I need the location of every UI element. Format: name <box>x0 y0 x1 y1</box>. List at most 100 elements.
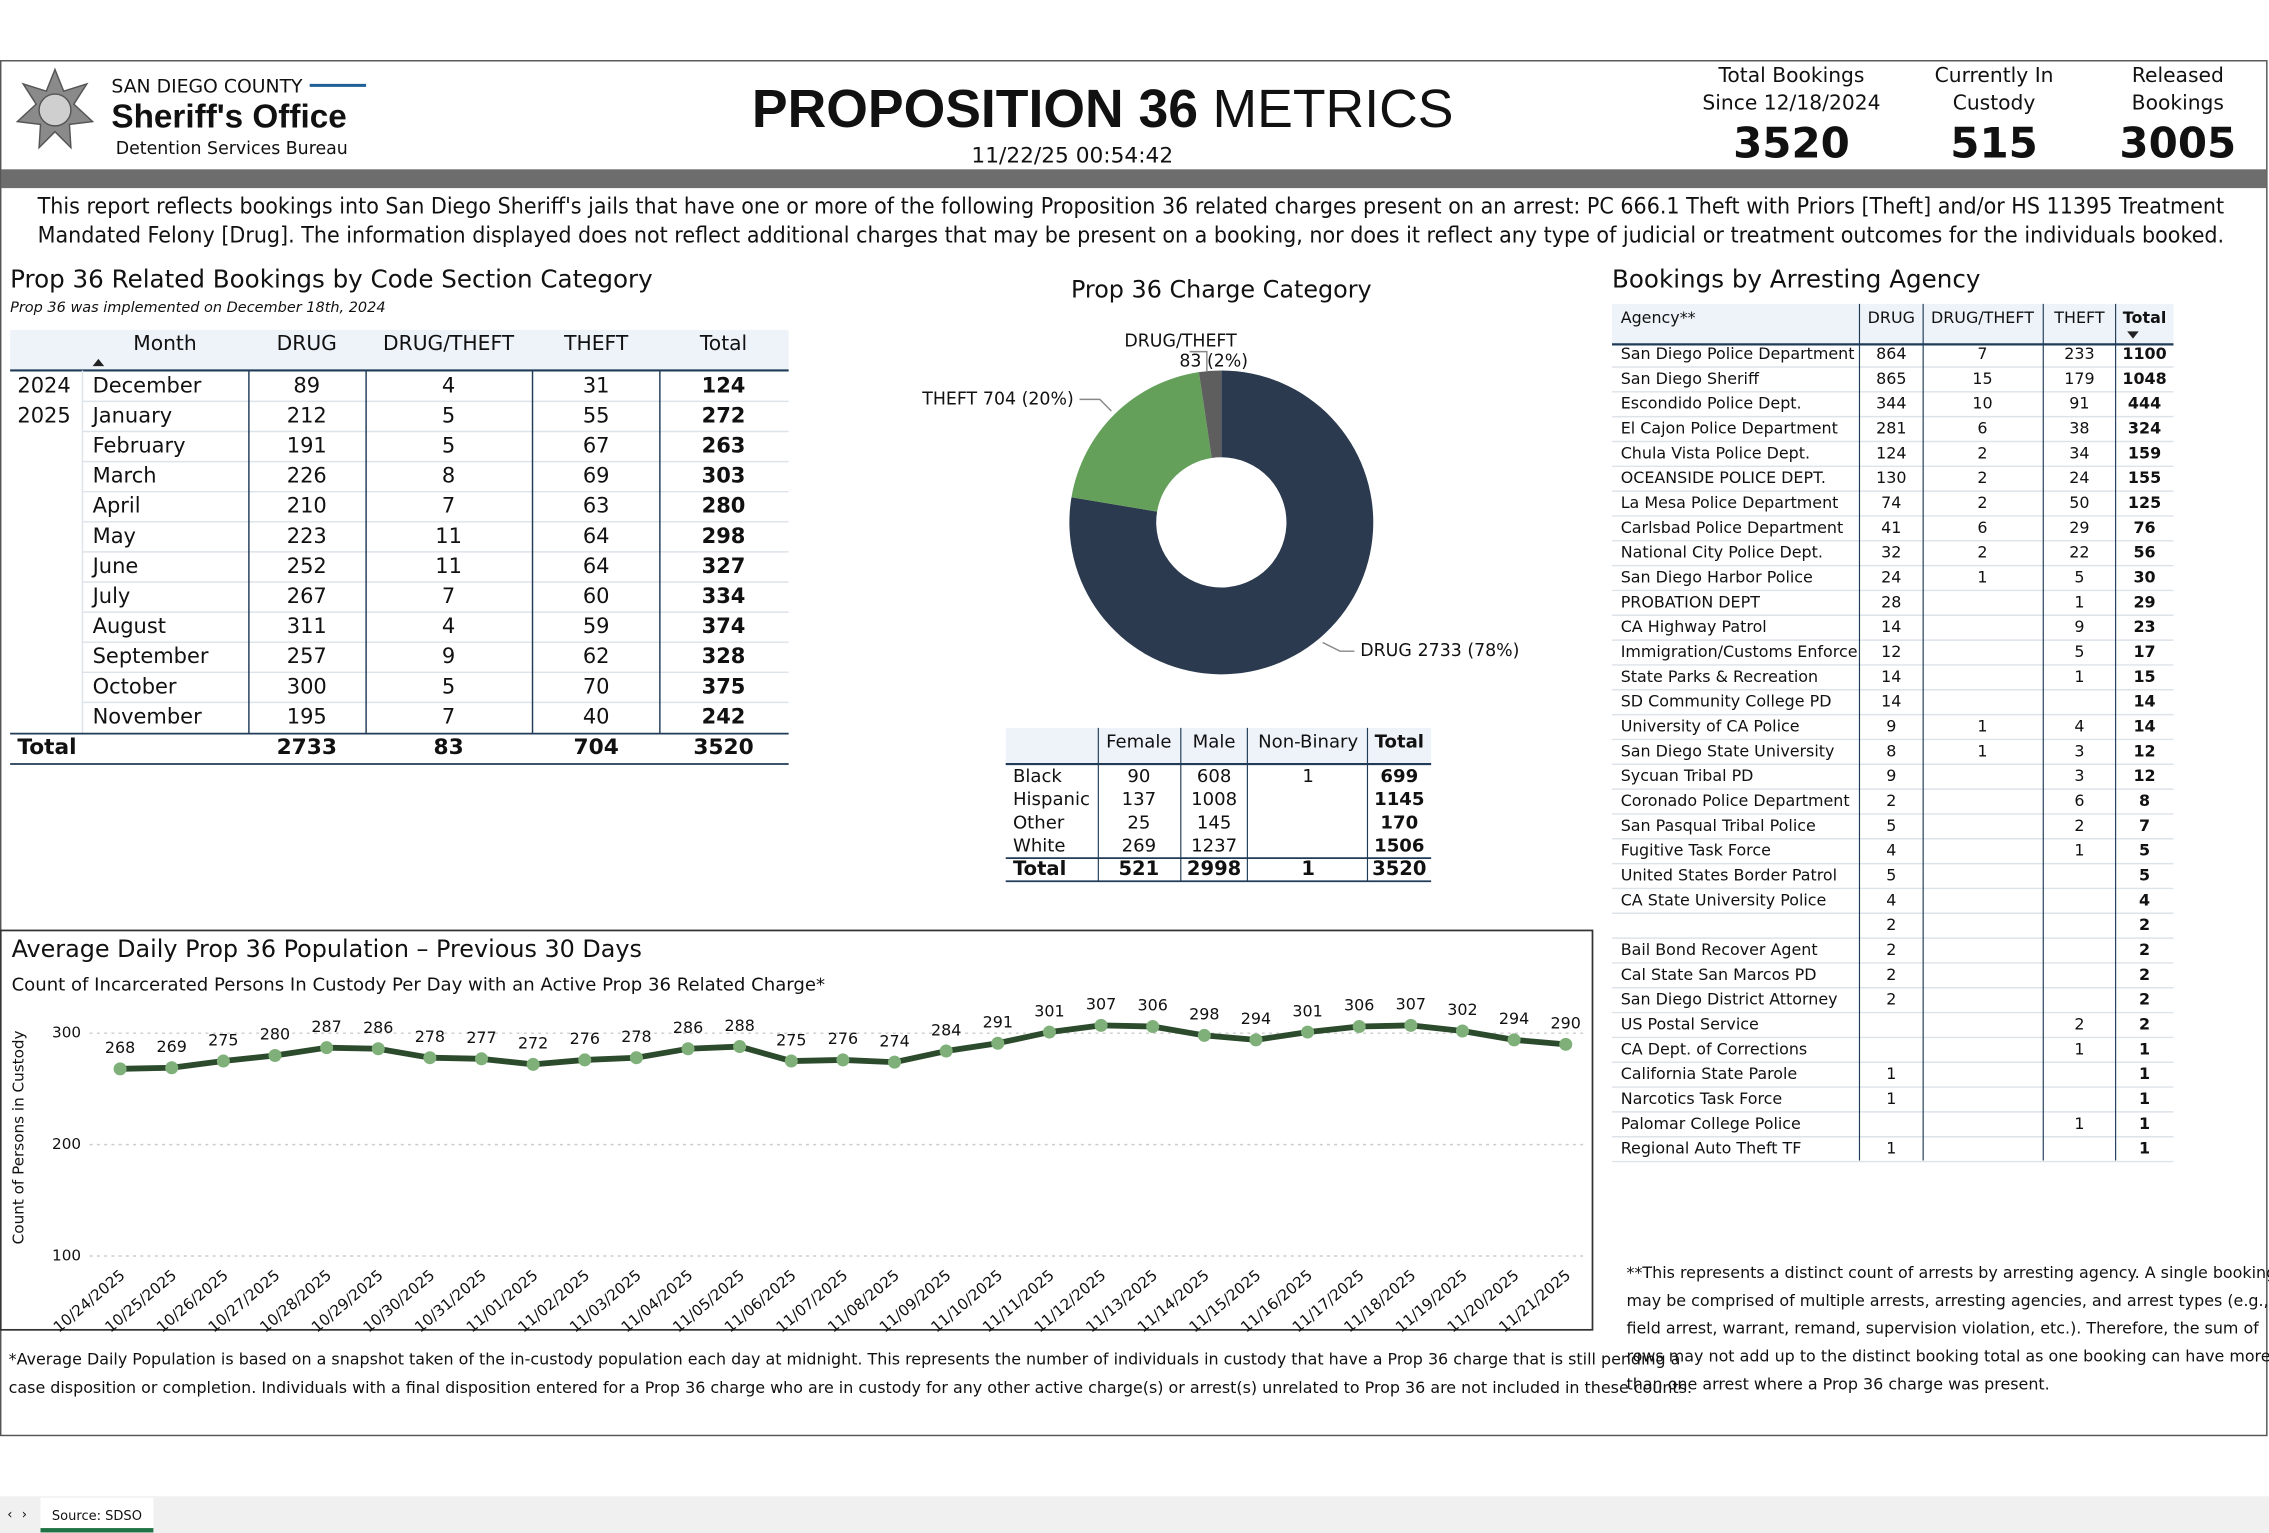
table-cell: 1 <box>2139 1114 2150 1133</box>
total-cell: Total <box>17 735 76 760</box>
kpi-value: 515 <box>1950 119 2038 168</box>
table-cell: 34 <box>2069 443 2089 462</box>
data-point <box>474 1052 489 1066</box>
table-cell: 2 <box>1886 915 1896 934</box>
data-label: 294 <box>1499 1009 1529 1028</box>
table-cell: 272 <box>702 403 746 427</box>
table-cell: 11 <box>435 554 462 578</box>
table-header-bg <box>1005 727 1432 765</box>
table-cell: 865 <box>1876 369 1906 388</box>
table-cell: Narcotics Task Force <box>1621 1089 1782 1108</box>
kpi-label: Custody <box>1953 91 2036 115</box>
table-cell: 15 <box>1972 369 1992 388</box>
office-name: Sheriff's Office <box>111 98 346 135</box>
data-point <box>1249 1033 1263 1047</box>
table-cell: 69 <box>583 464 610 488</box>
table-cell: 2 <box>2074 816 2084 835</box>
table-cell: 125 <box>2128 493 2161 512</box>
table-cell: 9 <box>2074 617 2084 636</box>
data-label: 307 <box>1396 995 1426 1014</box>
table-cell: 327 <box>702 554 746 578</box>
table-cell: 242 <box>702 704 746 728</box>
table-cell: 12 <box>2133 741 2155 760</box>
table-cell: 7 <box>442 494 455 518</box>
table-cell: CA Highway Patrol <box>1621 617 1767 636</box>
table-cell: Carlsbad Police Department <box>1621 518 1844 537</box>
data-point <box>1507 1033 1521 1047</box>
table-cell: 298 <box>702 524 746 548</box>
logo <box>15 67 95 150</box>
tab[interactable] <box>40 1497 154 1531</box>
data-label: 298 <box>1189 1005 1219 1024</box>
data-point <box>216 1054 230 1068</box>
data-label: 278 <box>621 1027 651 1046</box>
tab-scroll-left[interactable]: ‹ <box>7 1508 12 1523</box>
column-header: Total <box>1375 731 1424 752</box>
table-cell: 170 <box>1380 812 1418 833</box>
table-cell: 1145 <box>1374 789 1424 810</box>
total-cell: 704 <box>574 735 619 760</box>
total-cell: 2733 <box>277 735 337 760</box>
timestamp: 11/22/25 00:54:42 <box>971 143 1173 168</box>
table-cell: 1 <box>2139 1039 2150 1058</box>
data-point <box>681 1042 695 1056</box>
column-header: THEFT <box>2053 308 2105 327</box>
data-point <box>165 1061 179 1075</box>
table-cell: 2 <box>1977 468 1987 487</box>
data-label: 276 <box>828 1029 858 1048</box>
data-point <box>578 1053 592 1067</box>
data-label: 291 <box>983 1012 1013 1031</box>
data-point <box>1352 1019 1366 1034</box>
table-cell: July <box>91 584 131 608</box>
table-cell: 67 <box>583 434 610 458</box>
table-cell: 3 <box>2074 741 2084 760</box>
logo-seal <box>38 93 72 127</box>
kpi-label: Total Bookings <box>1717 63 1864 87</box>
table-cell: 17 <box>2133 642 2155 661</box>
table-cell: 29 <box>2069 518 2089 537</box>
table-cell: 252 <box>287 554 327 578</box>
table-cell: 2 <box>2139 990 2150 1009</box>
table-cell: San Diego Police Department <box>1621 344 1855 363</box>
line-chart-frame <box>0 929 1594 1331</box>
data-label: 268 <box>105 1038 135 1057</box>
table-cell: OCEANSIDE POLICE DEPT. <box>1621 468 1826 487</box>
table-cell: CA State University Police <box>1621 890 1827 909</box>
slice-value-label: 2733 (78%) <box>1418 641 1520 661</box>
total-cell: 1 <box>1301 857 1315 880</box>
table-cell: 300 <box>287 674 327 698</box>
table-cell: 5 <box>1886 816 1896 835</box>
kpi-label: Bookings <box>2132 91 2224 115</box>
table-cell: May <box>93 524 136 548</box>
agency-note: rows may not add up to the distinct book… <box>1627 1347 2269 1366</box>
donut-slice <box>1069 370 1374 675</box>
data-point <box>784 1054 798 1068</box>
table-title: Prop 36 Related Bookings by Code Section… <box>10 265 653 294</box>
table-cell: 1100 <box>2122 344 2166 363</box>
table-cell: 15 <box>2133 667 2155 686</box>
table-cell: 2 <box>2074 1014 2084 1033</box>
table-cell: 64 <box>583 554 610 578</box>
table-cell: San Diego District Attorney <box>1621 990 1838 1009</box>
table-cell: 4 <box>1886 841 1896 860</box>
table-cell: 4 <box>1886 890 1896 909</box>
data-label: 272 <box>518 1034 548 1053</box>
column-header: DRUG <box>1868 308 1915 327</box>
slice-value-label: 83 (2%) <box>1179 352 1248 372</box>
table-cell: 50 <box>2069 493 2089 512</box>
table-cell: 159 <box>2128 443 2161 462</box>
table-cell: Hispanic <box>1013 789 1090 810</box>
data-label: 278 <box>415 1027 445 1046</box>
column-header: THEFT <box>563 331 629 355</box>
total-cell: 83 <box>433 735 463 760</box>
table-cell: 89 <box>293 373 320 397</box>
table-cell: 31 <box>583 373 610 397</box>
table-cell: 699 <box>1380 766 1418 787</box>
table-cell: 76 <box>2133 518 2155 537</box>
y-axis-label: Count of Persons in Custody <box>9 1030 27 1244</box>
data-label: 301 <box>1292 1001 1322 1020</box>
tab-scroll-right[interactable]: › <box>22 1508 27 1523</box>
table-cell: San Diego Sheriff <box>1621 369 1760 388</box>
table-cell: 269 <box>1122 836 1157 857</box>
table-cell: 2 <box>1977 493 1987 512</box>
